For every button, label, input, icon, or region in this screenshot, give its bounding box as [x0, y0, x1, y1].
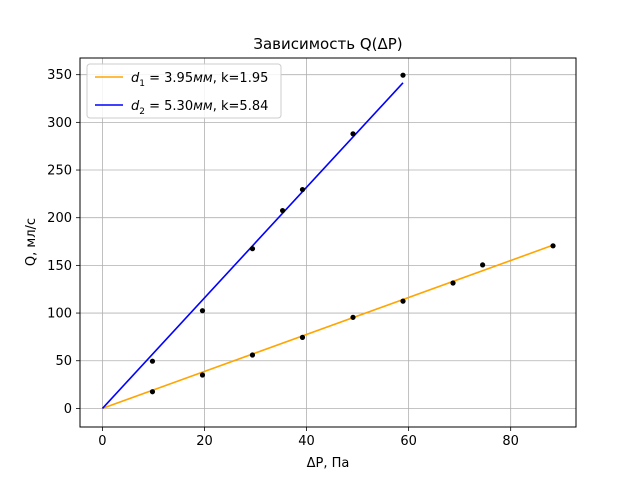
series-1-point: [450, 280, 456, 286]
series-2-point: [350, 131, 356, 137]
series-lines: [101, 82, 554, 410]
legend-box: [86, 63, 282, 119]
y-axis-label: Q, мл/с: [24, 218, 39, 266]
plot-frame: [79, 57, 577, 428]
series-1-point: [550, 243, 556, 249]
y-tick-label: 50: [55, 354, 72, 369]
series-2-point: [249, 246, 256, 252]
y-tick-label: 0: [64, 402, 72, 417]
series-1-point: [480, 262, 486, 268]
legend-label-2: d2 = 5.30мм, k=5.84: [131, 99, 268, 117]
series-2-point: [279, 207, 286, 214]
series-2-point: [400, 72, 406, 78]
series-1-point: [400, 298, 406, 304]
series-2-point: [199, 308, 206, 314]
series-2-point: [299, 186, 306, 193]
series-1-point: [199, 372, 206, 378]
series-2-fit-line: [101, 82, 404, 409]
y-tick-label: 250: [47, 164, 72, 179]
series-1-fit-line: [102, 244, 554, 410]
y-tick-label: 300: [47, 116, 72, 131]
x-tick-label: 0: [98, 434, 106, 449]
y-tick-label: 100: [47, 307, 72, 322]
data-points: [149, 72, 556, 395]
x-tick-label: 80: [502, 434, 519, 449]
x-ticks: 0 20 40 60 80: [98, 427, 519, 449]
y-tick-label: 350: [47, 68, 72, 83]
series-1-point: [350, 314, 356, 320]
x-tick-label: 20: [196, 434, 213, 449]
y-ticks: 0 50 100 150 200 250 300 350: [47, 68, 80, 417]
y-tick-label: 150: [47, 259, 72, 274]
y-tick-label: 200: [47, 211, 72, 226]
legend: d1 = 3.95мм, k=1.95 d2 = 5.30мм, k=5.84: [86, 63, 282, 119]
chart-title: Зависимость Q(ΔP): [253, 35, 402, 53]
grid: [80, 58, 576, 427]
x-tick-label: 40: [298, 434, 315, 449]
series-1-point: [299, 334, 306, 340]
series-2-point: [149, 358, 156, 364]
x-tick-label: 60: [400, 434, 417, 449]
x-axis-label: ΔP, Па: [307, 456, 350, 471]
legend-label-1: d1 = 3.95мм, k=1.95: [131, 71, 268, 89]
series-1-point: [249, 352, 256, 358]
series-1-point: [149, 389, 156, 395]
